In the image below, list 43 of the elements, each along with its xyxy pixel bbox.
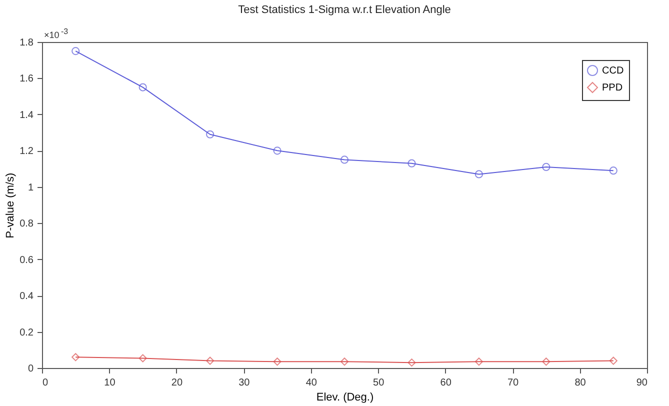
point	[474, 358, 483, 366]
point	[206, 356, 214, 365]
x-tick-label: 50	[373, 378, 385, 388]
y-tick-label: 0	[28, 364, 34, 374]
point	[72, 47, 80, 56]
point	[542, 162, 550, 171]
x-axis-title: Elev. (Deg.)	[316, 392, 374, 404]
x-tick-label: 60	[440, 378, 452, 388]
y-tick-label: 1.8	[20, 38, 34, 48]
legend-label: PPD	[602, 82, 623, 94]
point	[273, 358, 282, 366]
point	[542, 358, 550, 366]
point	[138, 83, 147, 92]
y-tick-label: 0.8	[20, 218, 34, 230]
x-tick-label: 80	[574, 378, 586, 388]
point	[340, 156, 349, 164]
legend-label: CCD	[602, 66, 624, 76]
y-tick-label: 0.6	[20, 254, 34, 266]
chart-title: Test Statistics 1-Sigma w.r.t Elevation Angle	[238, 4, 451, 16]
x-tick-label: 0	[42, 378, 48, 388]
y-axis-title: P-value (m/s)	[4, 172, 17, 238]
point	[408, 358, 416, 367]
point	[474, 170, 483, 178]
x-tick-label: 40	[306, 378, 318, 388]
x-tick-label: 20	[171, 378, 183, 388]
point	[206, 130, 214, 138]
x-tick-label: 90	[636, 378, 648, 388]
point	[72, 353, 80, 362]
point	[609, 166, 618, 175]
point	[408, 159, 416, 168]
point	[340, 358, 349, 366]
x-tick-label: 10	[104, 378, 116, 388]
point	[138, 354, 147, 362]
point	[273, 146, 282, 155]
y-tick-label: 0.2	[20, 327, 34, 338]
point	[609, 356, 618, 365]
x-tick-label: 70	[507, 378, 520, 388]
y-tick-label: 1.2	[20, 146, 34, 158]
x-tick-label: 30	[238, 378, 250, 388]
y-tick-label: 1.4	[20, 110, 34, 121]
y-tick-label: 1.6	[20, 74, 34, 85]
y-tick-label: 1	[28, 182, 34, 194]
y-tick-label: 0.4	[20, 291, 34, 302]
